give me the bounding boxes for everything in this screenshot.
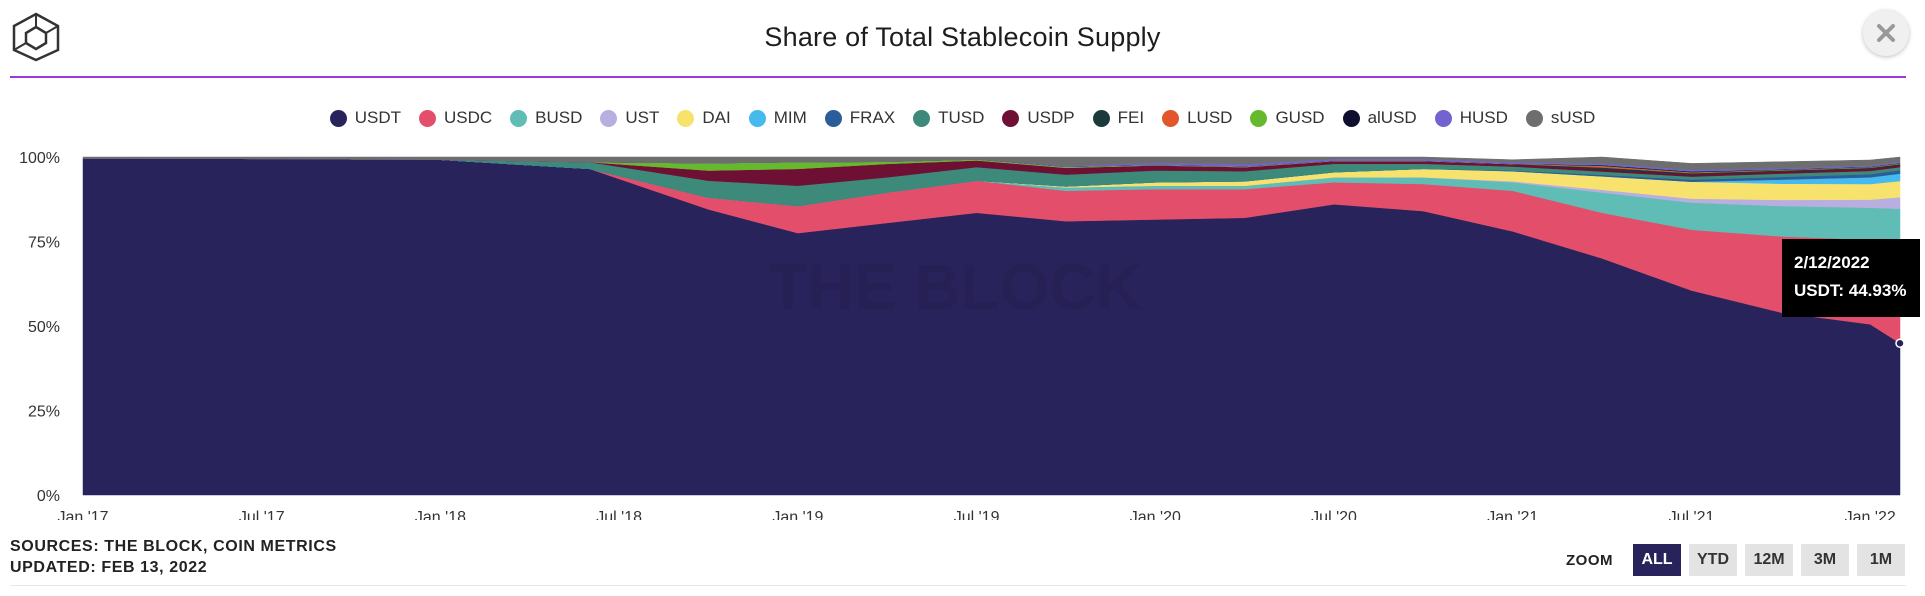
chart-tooltip: 2/12/2022 USDT: 44.93% xyxy=(1782,239,1920,317)
y-tick-label: 100% xyxy=(19,150,60,167)
legend-swatch xyxy=(913,109,931,127)
legend-swatch xyxy=(1525,109,1543,127)
watermark: THE BLOCK xyxy=(769,251,1142,323)
x-tick-label: Jan '19 xyxy=(772,509,823,520)
legend-item-busd[interactable]: BUSD xyxy=(510,108,582,128)
y-tick-label: 75% xyxy=(28,235,60,252)
legend-swatch xyxy=(748,109,766,127)
legend-item-dai[interactable]: DAI xyxy=(677,108,731,128)
x-tick-label: Jan '21 xyxy=(1487,509,1538,520)
legend-label: USDP xyxy=(1027,108,1075,127)
legend-item-husd[interactable]: HUSD xyxy=(1434,108,1508,128)
legend-item-usdp[interactable]: USDP xyxy=(1002,108,1075,128)
title-divider xyxy=(10,76,1906,78)
legend-swatch xyxy=(1002,109,1020,127)
zoom-button-1m[interactable]: 1M xyxy=(1857,544,1905,576)
legend-label: USDC xyxy=(443,108,493,127)
legend-swatch xyxy=(1342,109,1360,127)
legend-swatch xyxy=(677,109,695,127)
legend-swatch xyxy=(1434,109,1452,127)
x-tick-label: Jul '17 xyxy=(239,509,285,520)
zoom-label: ZOOM xyxy=(1566,551,1613,569)
hover-point xyxy=(1895,338,1905,348)
legend-item-susd[interactable]: sUSD xyxy=(1525,108,1596,128)
sources-note: SOURCES: THE BLOCK, COIN METRICS UPDATED… xyxy=(10,536,337,578)
y-tick-label: 0% xyxy=(37,488,60,505)
legend-swatch xyxy=(1250,109,1268,127)
updated-text: UPDATED: FEB 13, 2022 xyxy=(10,559,208,576)
y-tick-label: 25% xyxy=(28,404,60,421)
legend-label: FRAX xyxy=(849,108,896,127)
legend-swatch xyxy=(1092,109,1110,127)
legend-label: LUSD xyxy=(1187,108,1233,127)
legend-swatch xyxy=(510,109,528,127)
area-series-susd xyxy=(82,156,1901,171)
close-icon xyxy=(1877,24,1895,42)
y-tick-label: 50% xyxy=(28,319,60,336)
x-tick-label: Jan '17 xyxy=(57,509,108,520)
x-tick-label: Jan '22 xyxy=(1845,509,1896,520)
cube-logo-icon xyxy=(10,12,62,62)
legend-item-tusd[interactable]: TUSD xyxy=(913,108,984,128)
footer-divider xyxy=(10,585,1906,586)
legend-swatch xyxy=(824,109,842,127)
x-tick-label: Jan '20 xyxy=(1130,509,1181,520)
legend-item-lusd[interactable]: LUSD xyxy=(1162,108,1232,128)
legend-swatch xyxy=(600,109,618,127)
zoom-button-12m[interactable]: 12M xyxy=(1745,544,1793,576)
tooltip-value: USDT: 44.93% xyxy=(1794,281,1907,300)
legend-label: MIM xyxy=(773,108,807,127)
legend-item-frax[interactable]: FRAX xyxy=(824,108,896,128)
legend-label: sUSD xyxy=(1550,108,1596,127)
chart-legend: USDT USDC BUSD UST DAI MIM FRAX TUSD USDP FEI LUSD… xyxy=(0,108,1925,128)
legend-item-gusd[interactable]: GUSD xyxy=(1250,108,1325,128)
legend-item-usdt[interactable]: USDT xyxy=(329,108,401,128)
zoom-button-3m[interactable]: 3M xyxy=(1801,544,1849,576)
legend-label: TUSD xyxy=(938,108,985,127)
x-tick-label: Jan '18 xyxy=(415,509,466,520)
legend-item-usdc[interactable]: USDC xyxy=(418,108,493,128)
zoom-controls: ZOOM ALL YTD 12M 3M 1M xyxy=(1566,544,1905,576)
legend-label: FEI xyxy=(1117,108,1145,127)
zoom-button-all[interactable]: ALL xyxy=(1633,544,1681,576)
x-tick-label: Jul '19 xyxy=(954,509,1000,520)
legend-swatch xyxy=(329,109,347,127)
x-tick-label: Jul '21 xyxy=(1669,509,1715,520)
x-tick-label: Jul '20 xyxy=(1311,509,1357,520)
legend-item-ust[interactable]: UST xyxy=(600,108,659,128)
legend-item-mim[interactable]: MIM xyxy=(748,108,807,128)
legend-label: GUSD xyxy=(1275,108,1325,127)
legend-label: DAI xyxy=(702,108,731,127)
legend-label: USDT xyxy=(354,108,401,127)
legend-item-fei[interactable]: FEI xyxy=(1092,108,1145,128)
tooltip-date: 2/12/2022 xyxy=(1794,253,1870,272)
chart-title: Share of Total Stablecoin Supply xyxy=(764,22,1161,52)
legend-label: alUSD xyxy=(1367,108,1417,127)
legend-label: HUSD xyxy=(1459,108,1508,127)
x-tick-label: Jul '18 xyxy=(596,509,642,520)
legend-label: UST xyxy=(625,108,660,127)
close-button[interactable] xyxy=(1863,10,1909,56)
legend-label: BUSD xyxy=(535,108,583,127)
zoom-button-ytd[interactable]: YTD xyxy=(1689,544,1737,576)
legend-swatch xyxy=(418,109,436,127)
legend-swatch xyxy=(1162,109,1180,127)
stacked-area-chart: THE BLOCK 0% 25% 50% 75% 100% Jan '17 Jul '17 Ja… xyxy=(19,150,1905,520)
legend-item-alusd[interactable]: alUSD xyxy=(1342,108,1417,128)
sources-text: SOURCES: THE BLOCK, COIN METRICS xyxy=(10,538,337,555)
